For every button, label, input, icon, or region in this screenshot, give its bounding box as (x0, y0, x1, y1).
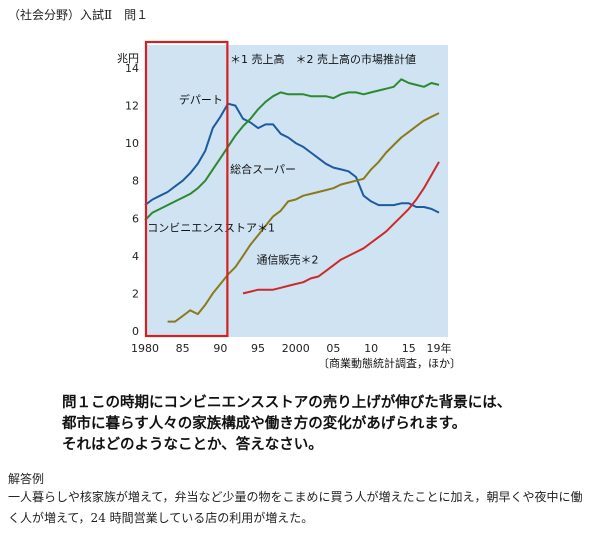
series-line-4 (242, 161, 440, 295)
plot-background (145, 45, 448, 337)
legend-note: ＊1 売上高 ＊2 売上高の市場推計値 (230, 52, 416, 66)
answer-text: 一人暮らしや核家族が増えて，弁当など少量の物をこまめに買う人が増えたことに加え，… (8, 490, 583, 525)
y-tick-label: 4 (132, 250, 139, 263)
x-tick-label: 2000 (282, 342, 310, 355)
y-tick-label: 6 (132, 212, 139, 225)
x-tick-label: 05 (326, 342, 340, 355)
series-line-1 (144, 102, 440, 214)
x-tick-label: 19年 (426, 341, 451, 355)
source-note: 〔商業動態統計調査，ほか〕 (318, 356, 461, 370)
x-tick-label: 1980 (131, 342, 159, 355)
y-tick-label: 8 (132, 175, 139, 188)
series-label-3: コンビニエンスストア＊1 (147, 221, 275, 234)
y-tick-label: 12 (125, 100, 139, 113)
highlight-box (144, 40, 229, 338)
unit-label: 兆円 (117, 52, 139, 65)
question-line-2: 都市に暮らす人々の家族構成や働き方の変化があげられます。 (62, 416, 467, 432)
y-tick-label: 0 (132, 325, 139, 338)
question-line-3: それはどのようなことか、答えなさい。 (62, 437, 323, 453)
x-tick-label: 10 (364, 342, 378, 355)
x-tick-label: 95 (251, 342, 265, 355)
series-line-2 (144, 78, 440, 221)
series-label-2: 総合スーパー (230, 162, 296, 176)
y-tick-label: 10 (125, 137, 139, 150)
series-line-3 (167, 112, 440, 323)
x-tick-label: 15 (402, 342, 416, 355)
x-tick-label: 85 (176, 342, 190, 355)
y-tick-label: 14 (125, 62, 139, 75)
series-label-1: デパート (179, 93, 223, 107)
sales-line-chart: 兆円 ＊1 売上高 ＊2 売上高の市場推計値 〔商業動態統計調査，ほか〕 0 2 4… (117, 40, 461, 370)
x-tick-label: 90 (213, 342, 227, 355)
series-label-4: 通信販売＊2 (257, 253, 319, 266)
question-line-1: 問１この時期にコンビニエンスストアの売り上げが伸びた背景には、 (62, 395, 512, 411)
y-tick-label: 2 (132, 287, 139, 300)
page-header: （社会分野）入試Ⅱ 問１ (8, 8, 149, 22)
question-block: 問１この時期にコンビニエンスストアの売り上げが伸びた背景には、 都市に暮らす人々… (62, 393, 562, 456)
answer-title: 解答例 (8, 472, 45, 486)
